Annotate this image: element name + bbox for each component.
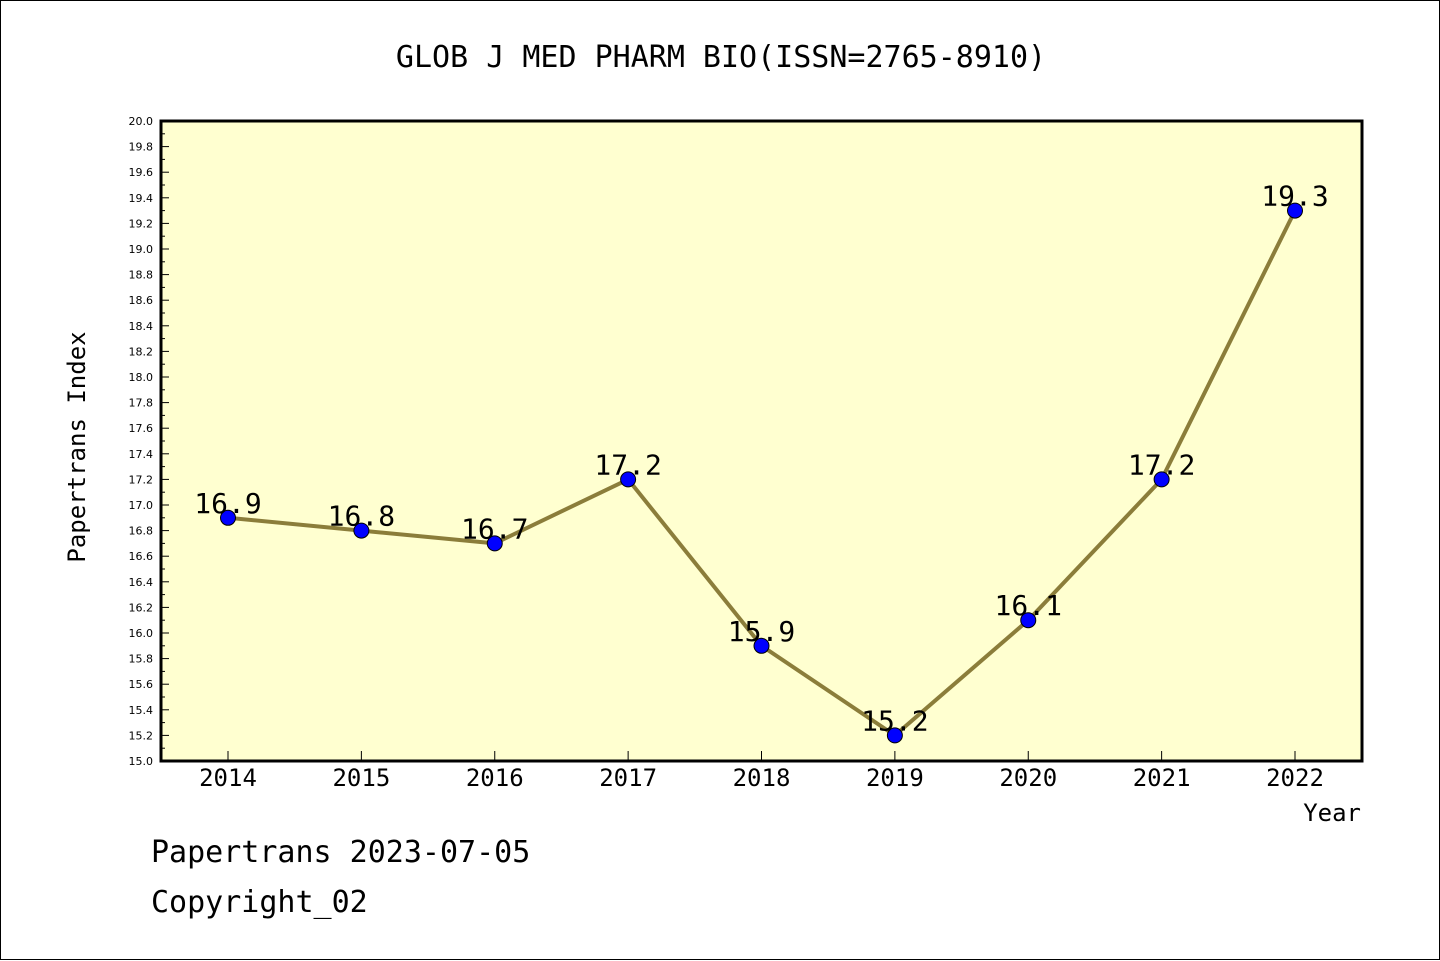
x-tick-label: 2021 [1133, 764, 1191, 792]
x-tick-label: 2019 [866, 764, 924, 792]
y-tick-label: 19.8 [129, 141, 154, 154]
x-tick-label: 2020 [999, 764, 1057, 792]
y-tick-label: 16.8 [129, 525, 154, 538]
y-tick-label: 20.0 [129, 115, 154, 128]
y-tick-label: 18.0 [129, 371, 154, 384]
y-tick-label: 18.2 [129, 345, 154, 358]
data-point [1287, 202, 1303, 219]
y-tick-label: 17.6 [129, 422, 154, 435]
y-tick-label: 19.0 [129, 243, 154, 256]
footer-copyright: Copyright_02 [151, 885, 368, 920]
x-axis-label: Year [1303, 799, 1361, 827]
data-label: 16.9 [194, 487, 261, 520]
plot-area [159, 119, 1364, 763]
y-tick-label: 16.0 [129, 627, 154, 640]
y-tick-label: 15.4 [129, 704, 154, 717]
data-label: 17.2 [1128, 448, 1195, 481]
data-point [1153, 471, 1170, 488]
y-tick-label: 19.6 [129, 166, 154, 179]
y-axis: 15.0 15.2 15.4 15.6 15.8 16.0 16.2 16.4 16.6 16.8… [129, 115, 169, 768]
y-tick-label: 18.8 [129, 269, 154, 282]
y-tick-label: 16.2 [129, 601, 154, 614]
data-label: 16.8 [328, 500, 395, 533]
data-label: 16.1 [995, 589, 1062, 622]
data-label: 19.3 [1261, 180, 1328, 213]
x-tick-label: 2018 [733, 764, 791, 792]
data-point [486, 535, 503, 552]
y-tick-label: 15.0 [129, 755, 154, 768]
data-label: 16.7 [461, 512, 528, 545]
y-tick-label: 17.2 [129, 473, 154, 486]
chart-title: GLOB J MED PHARM BIO(ISSN=2765-8910) [396, 40, 1046, 75]
y-tick-label: 17.0 [129, 499, 154, 512]
y-tick-label: 18.4 [129, 320, 154, 333]
x-tick-label: 2016 [466, 764, 524, 792]
x-tick-label: 2015 [332, 764, 390, 792]
data-label: 17.2 [594, 448, 661, 481]
y-tick-label: 16.6 [129, 550, 154, 563]
data-point [1020, 612, 1037, 629]
data-label: 15.9 [728, 615, 795, 648]
y-tick-label: 15.8 [129, 653, 154, 666]
footer-source: Papertrans 2023-07-05 [151, 835, 531, 870]
y-tick-label: 16.4 [129, 576, 154, 589]
y-axis-label: Papertrans Index [63, 331, 91, 562]
data-label: 15.2 [861, 704, 928, 737]
y-tick-label: 15.2 [129, 729, 154, 742]
y-tick-label: 17.8 [129, 397, 154, 410]
data-point [753, 637, 770, 654]
series-markers [220, 202, 1303, 744]
y-tick-label: 19.4 [129, 192, 154, 205]
x-tick-label: 2017 [599, 764, 657, 792]
data-point [886, 727, 903, 744]
x-tick-label: 2022 [1266, 764, 1324, 792]
data-point [220, 509, 236, 526]
y-tick-label: 18.6 [129, 294, 154, 307]
y-tick-label: 17.4 [129, 448, 154, 461]
x-tick-label: 2014 [199, 764, 257, 792]
x-axis: 2014 2015 2016 2017 2018 2019 2020 2021 2022 [199, 751, 1324, 792]
y-tick-label: 19.2 [129, 217, 154, 230]
data-labels: 16.9 16.8 16.7 17.2 15.9 15.2 16.1 17.2 19.3 [194, 180, 1328, 738]
y-tick-label: 15.6 [129, 678, 154, 691]
data-point [353, 522, 370, 539]
data-point [620, 471, 637, 488]
